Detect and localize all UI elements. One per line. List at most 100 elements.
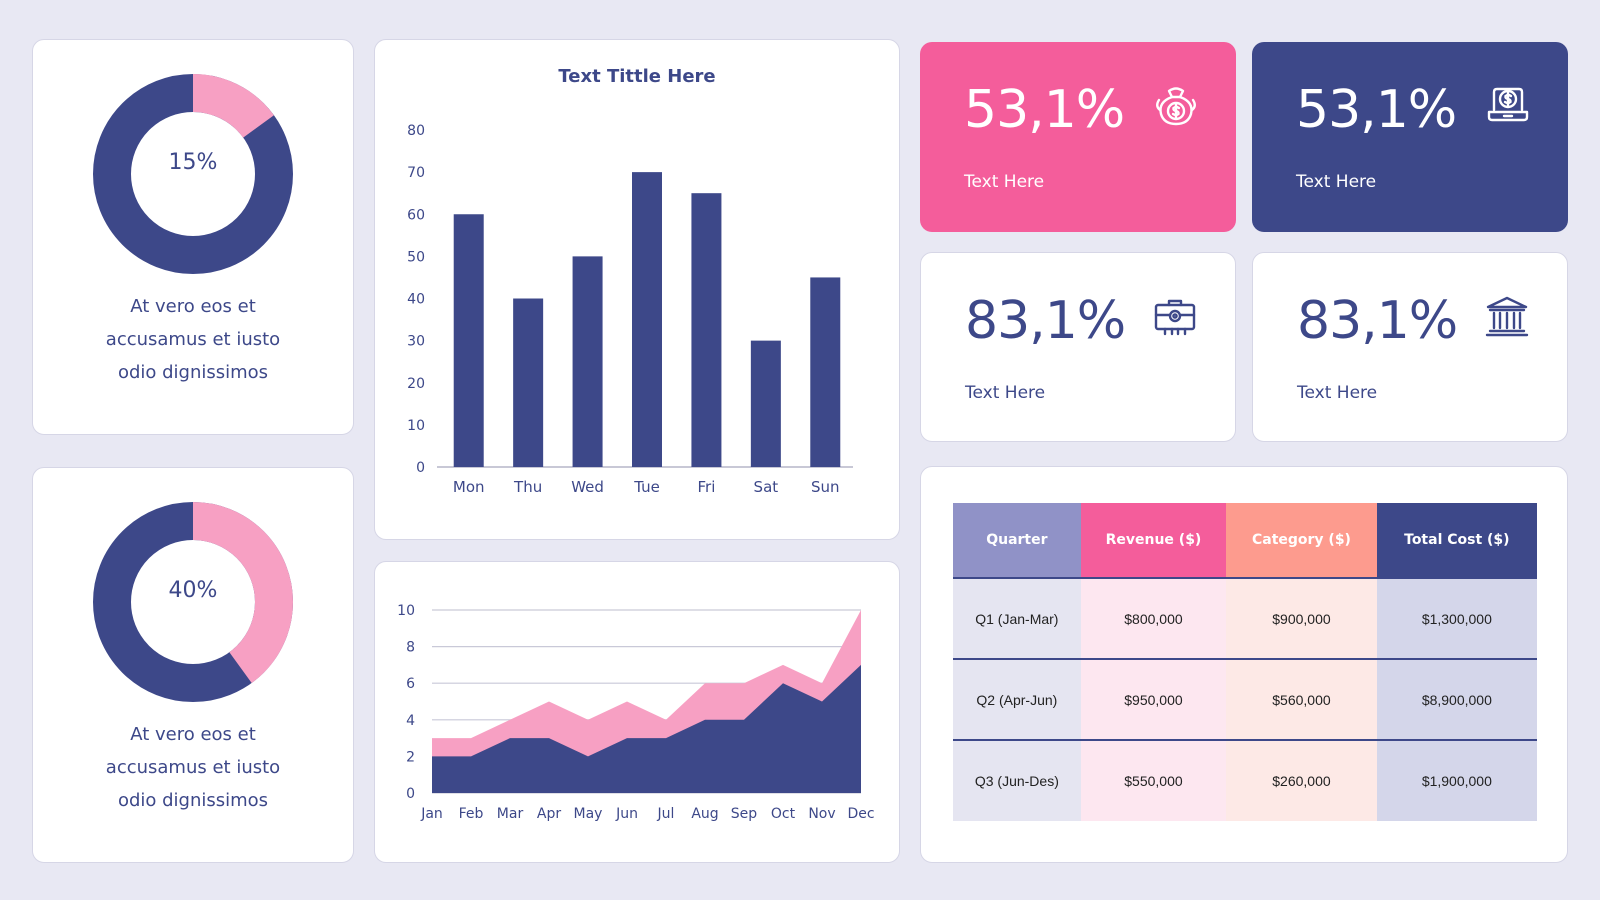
table-row: Q2 (Apr-Jun) $950,000 $560,000 $8,900,00… xyxy=(953,658,1537,740)
x-tick-label: Fri xyxy=(697,478,715,496)
donut-1-caption: At vero eos et accusamus et iusto odio d… xyxy=(33,290,353,389)
bar xyxy=(572,256,603,467)
donut-1-caption-line: odio dignissimos xyxy=(117,362,269,383)
table-cell: Q3 (Jun-Des) xyxy=(953,739,1081,821)
table-cell: $900,000 xyxy=(1226,577,1377,659)
table-cell: $560,000 xyxy=(1226,658,1377,740)
stat-card-1: 53,1% Text Here xyxy=(920,42,1236,232)
x-tick-label: Sat xyxy=(754,478,779,496)
donut-2-caption-line: odio dignissimos xyxy=(117,790,269,811)
x-tick-label: Mon xyxy=(453,478,485,496)
donut-chart-1 xyxy=(93,74,293,274)
area-chart-card: 0 2 4 6 8 10 Jan Feb Mar Apr May Jun Jul Aug Sep Oct Nov… xyxy=(374,561,900,863)
quarterly-table: Quarter Revenue ($) Category ($) Total C… xyxy=(953,503,1537,821)
y-tick-label: 60 xyxy=(407,207,425,223)
bar xyxy=(691,193,722,467)
x-tick-label: Jun xyxy=(615,806,638,822)
stat-value: 83,1% xyxy=(1297,291,1458,351)
y-tick-label: 2 xyxy=(406,749,415,765)
x-tick-label: Sun xyxy=(811,478,840,496)
x-tick-label: Nov xyxy=(808,806,835,822)
bar xyxy=(632,172,662,467)
bar xyxy=(750,340,781,467)
y-tick-label: 4 xyxy=(406,713,415,729)
column-header-total-cost: Total Cost ($) xyxy=(1376,503,1537,578)
laptop-dollar-icon xyxy=(1487,87,1529,122)
x-tick-label: Dec xyxy=(847,806,874,822)
donut-2-caption: At vero eos et accusamus et iusto odio d… xyxy=(33,718,353,817)
area-series-1 xyxy=(432,664,861,793)
y-tick-label: 30 xyxy=(407,334,425,350)
table-cell: $1,900,000 xyxy=(1376,739,1537,821)
y-tick-label: 50 xyxy=(407,249,425,265)
table-cell: $950,000 xyxy=(1080,658,1227,740)
x-tick-label: Tue xyxy=(633,478,660,496)
donut-2-caption-line: At vero eos et xyxy=(130,724,256,745)
donut-1-value-arc xyxy=(93,74,293,274)
table-cell: $550,000 xyxy=(1080,739,1227,821)
donut-2-percent-label: 40% xyxy=(168,578,218,603)
column-header-quarter: Quarter xyxy=(953,503,1081,578)
x-tick-label: Sep xyxy=(731,806,758,822)
y-tick-label: 40 xyxy=(407,292,425,308)
area-chart: 0 2 4 6 8 10 Jan Feb Mar Apr May Jun Jul Aug Sep Oct Nov… xyxy=(397,603,874,822)
donut-2-caption-line: accusamus et iusto xyxy=(105,757,281,778)
donut-chart-2 xyxy=(93,502,293,702)
y-tick-label: 70 xyxy=(407,165,425,181)
y-tick-label: 10 xyxy=(397,603,415,619)
x-tick-label: Oct xyxy=(771,806,796,822)
donut-2-value-arc xyxy=(93,502,293,702)
quarterly-table-card: Quarter Revenue ($) Category ($) Total C… xyxy=(920,466,1568,863)
bar xyxy=(513,298,544,467)
x-tick-label: Thu xyxy=(513,478,542,496)
money-bag-icon xyxy=(1156,87,1196,126)
bar-chart-title: Text Tittle Here xyxy=(558,66,716,87)
donut-card-2: 40% At vero eos et accusamus et iusto od… xyxy=(32,467,354,863)
x-tick-label: Jan xyxy=(420,806,443,822)
column-header-revenue: Revenue ($) xyxy=(1080,503,1227,578)
x-tick-label: Jul xyxy=(657,806,675,822)
y-tick-label: 20 xyxy=(407,376,425,392)
x-tick-label: Wed xyxy=(571,478,604,496)
y-tick-label: 10 xyxy=(407,418,425,434)
donut-card-1: 15% At vero eos et accusamus et iusto od… xyxy=(32,39,354,435)
table-cell: $260,000 xyxy=(1226,739,1377,821)
bar-chart-card: Text Tittle Here 0 10 20 30 40 50 60 70 80 Mon Thu… xyxy=(374,39,900,540)
x-tick-label: May xyxy=(574,806,603,822)
donut-1-percent-label: 15% xyxy=(168,150,218,175)
stat-value: 83,1% xyxy=(965,291,1126,351)
table-cell: Q1 (Jan-Mar) xyxy=(953,577,1081,659)
donut-1-caption-line: At vero eos et xyxy=(130,296,256,317)
stat-label: Text Here xyxy=(964,172,1045,192)
table-row: Q1 (Jan-Mar) $800,000 $900,000 $1,300,00… xyxy=(953,577,1537,659)
x-tick-label: Aug xyxy=(691,806,718,822)
bank-icon xyxy=(1485,296,1529,337)
table-row: Q3 (Jun-Des) $550,000 $260,000 $1,900,00… xyxy=(953,739,1537,821)
table-cell: Q2 (Apr-Jun) xyxy=(953,658,1081,740)
stat-label: Text Here xyxy=(965,383,1046,403)
y-tick-label: 0 xyxy=(416,460,425,476)
bar-chart: 0 10 20 30 40 50 60 70 80 Mon Thu Wed Tue Fri Sat Sun xyxy=(407,123,853,496)
bar xyxy=(453,214,484,467)
column-header-category: Category ($) xyxy=(1226,503,1377,578)
y-tick-label: 0 xyxy=(406,786,415,802)
stat-label: Text Here xyxy=(1297,383,1378,403)
table-header-row: Quarter Revenue ($) Category ($) Total C… xyxy=(953,503,1537,578)
x-tick-label: Feb xyxy=(459,806,484,822)
x-tick-label: Mar xyxy=(497,806,524,822)
donut-1-caption-line: accusamus et iusto xyxy=(105,329,281,350)
bar xyxy=(810,277,841,467)
table-cell: $1,300,000 xyxy=(1376,577,1537,659)
stat-value: 53,1% xyxy=(1296,80,1457,140)
y-tick-label: 8 xyxy=(406,640,415,656)
table-cell: $8,900,000 xyxy=(1376,658,1537,740)
briefcase-icon xyxy=(1154,299,1196,336)
stat-label: Text Here xyxy=(1296,172,1377,192)
x-tick-label: Apr xyxy=(537,806,561,822)
stat-card-2: 53,1% Text Here xyxy=(1252,42,1568,232)
y-tick-label: 80 xyxy=(407,123,425,139)
stat-card-4: 83,1% Text Here xyxy=(1252,252,1568,442)
y-tick-label: 6 xyxy=(406,676,415,692)
stat-card-3: 83,1% Text Here xyxy=(920,252,1236,442)
table-cell: $800,000 xyxy=(1080,577,1227,659)
